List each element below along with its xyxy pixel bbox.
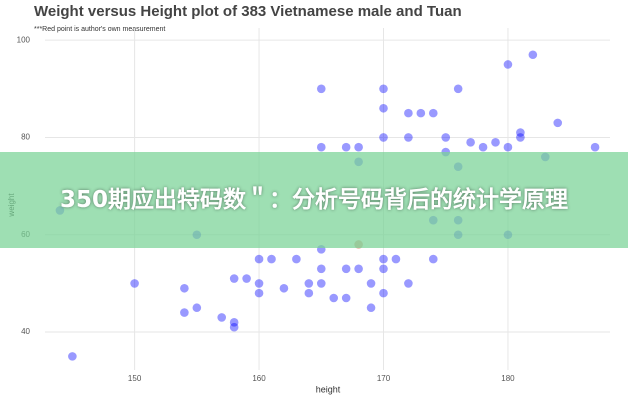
point [229,318,239,327]
point [254,254,264,264]
point [316,84,326,94]
point [229,274,239,283]
point [366,303,376,313]
point [354,264,363,274]
point [341,264,351,274]
point [267,254,276,264]
point [478,142,488,152]
point [379,103,388,113]
point [503,142,513,152]
y-tick-label: 40 [21,327,30,336]
overlay-text: 350期应出特码数＂：分析号码背后的统计学原理 [59,187,568,213]
point [428,254,438,264]
x-tick-label: 170 [377,374,391,383]
point [379,254,388,264]
x-axis-label: height [316,384,341,394]
point [292,254,301,264]
point [354,142,363,152]
point [316,279,326,288]
point [379,133,388,142]
point [516,128,525,137]
point [254,288,264,298]
x-tick-label: 160 [252,374,266,383]
point [491,138,500,147]
y-tick-label: 80 [21,133,30,142]
point [404,108,413,118]
point [516,133,525,142]
point [404,279,413,288]
point [379,288,388,298]
point [553,118,563,128]
point [229,322,239,332]
point [379,84,388,94]
point [68,352,77,361]
y-tick-label: 100 [17,35,31,44]
point [590,142,600,152]
point [416,108,426,118]
point [180,308,189,317]
point [379,264,388,274]
chart-subtitle: ***Red point is author's own measurement [34,26,165,33]
point [441,133,451,142]
point [242,274,251,283]
point [366,279,376,288]
point [304,288,314,298]
point [341,142,351,152]
point [391,254,401,264]
point [130,279,139,288]
point [341,293,351,303]
point [180,283,189,293]
point [453,84,463,94]
point [279,283,289,293]
chart-title: Weight versus Height plot of 383 Vietnam… [34,3,462,20]
x-tick-label: 150 [128,374,142,383]
point [404,133,413,142]
point [466,138,475,147]
point [428,108,438,118]
point [217,313,227,322]
x-tick-label: 180 [501,374,515,383]
point [528,50,538,60]
point [503,60,513,69]
point [254,279,264,288]
point [192,303,202,313]
point [304,279,314,288]
point [329,293,339,303]
point [316,142,326,152]
point [316,264,326,274]
overlay-banner: 350期应出特码数＂：分析号码背后的统计学原理 [0,152,628,248]
